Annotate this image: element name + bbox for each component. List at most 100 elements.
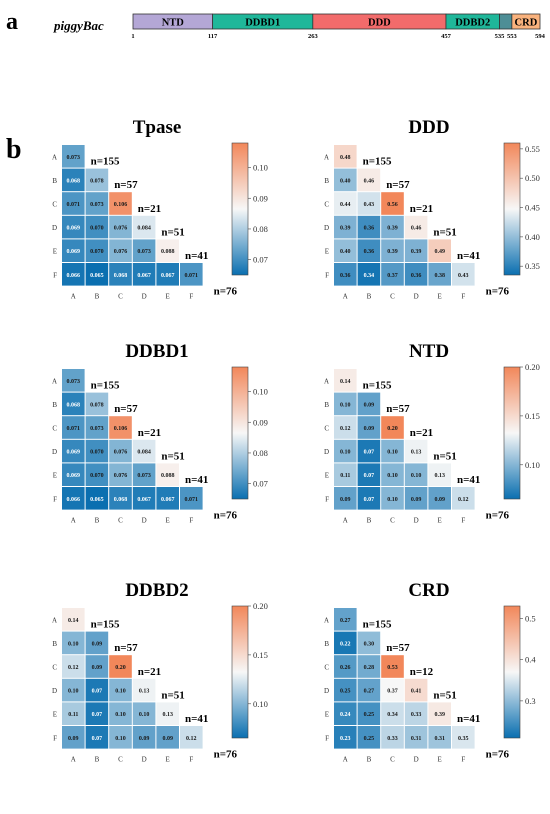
cell-value-label: 0.076 bbox=[114, 450, 128, 456]
heatmap-cell bbox=[381, 463, 404, 486]
cell-value-label: 0.14 bbox=[340, 379, 351, 385]
n-label: n=51 bbox=[161, 226, 184, 238]
row-label: C bbox=[52, 664, 57, 672]
heatmap-cell bbox=[404, 239, 428, 262]
heatmap-cell bbox=[132, 239, 156, 262]
cell-value-label: 0.070 bbox=[90, 249, 104, 255]
colorbar-tick-label: 0.07 bbox=[253, 479, 268, 489]
heatmap-cell bbox=[357, 631, 381, 655]
n-label: n=76 bbox=[486, 510, 510, 522]
panel-letter-b: b bbox=[6, 134, 22, 165]
heatmap-cell bbox=[62, 416, 85, 439]
heatmap-cell bbox=[334, 145, 357, 168]
column-label: A bbox=[71, 517, 76, 525]
row-label: A bbox=[324, 377, 329, 385]
heatmap-cell bbox=[132, 678, 156, 702]
row-label: A bbox=[324, 153, 329, 161]
colorbar-tick-label: 0.15 bbox=[253, 650, 268, 660]
column-label: A bbox=[343, 756, 348, 764]
colorbar-tick-label: 0.15 bbox=[525, 411, 540, 421]
n-label: n=21 bbox=[138, 427, 161, 439]
row-label: A bbox=[52, 153, 57, 161]
heatmap-ddd: DDD 0.48 0.40 0.46 0.44 0.43 0.56 0.39 0.36 0.39 0… bbox=[324, 117, 540, 301]
cell-value-label: 0.40 bbox=[340, 178, 351, 184]
cell-value-label: 0.070 bbox=[90, 473, 104, 479]
n-label: n=76 bbox=[214, 286, 238, 298]
cell-value-label: 0.27 bbox=[364, 689, 375, 695]
heatmap-cell bbox=[334, 608, 357, 631]
column-label: C bbox=[390, 293, 395, 301]
n-label: n=21 bbox=[410, 427, 433, 439]
heatmap-cell bbox=[62, 678, 85, 702]
n-label: n=41 bbox=[185, 713, 208, 725]
colorbar-tick-label: 0.5 bbox=[525, 613, 536, 623]
cell-value-label: 0.36 bbox=[411, 273, 422, 279]
cell-value-label: 0.10 bbox=[68, 641, 79, 647]
domain-label-ddd: DDD bbox=[368, 18, 391, 29]
cell-value-label: 0.39 bbox=[434, 712, 445, 718]
heatmap-cell bbox=[357, 463, 381, 486]
cell-value-label: 0.20 bbox=[387, 426, 398, 432]
cell-value-label: 0.065 bbox=[90, 497, 104, 503]
cell-value-label: 0.13 bbox=[139, 689, 150, 695]
cell-value-label: 0.31 bbox=[434, 736, 445, 742]
cell-value-label: 0.09 bbox=[364, 402, 375, 408]
column-label: E bbox=[438, 517, 442, 525]
cell-value-label: 0.11 bbox=[340, 473, 350, 479]
cell-value-label: 0.20 bbox=[115, 665, 126, 671]
cell-value-label: 0.28 bbox=[364, 665, 375, 671]
cell-value-label: 0.37 bbox=[387, 273, 398, 279]
cell-value-label: 0.071 bbox=[185, 497, 199, 503]
column-label: B bbox=[95, 293, 100, 301]
cell-value-label: 0.10 bbox=[139, 712, 150, 718]
colorbar-tick-label: 0.35 bbox=[525, 261, 540, 271]
cell-value-label: 0.37 bbox=[387, 689, 398, 695]
n-label: n=41 bbox=[457, 474, 480, 486]
row-label: D bbox=[324, 448, 329, 456]
cell-value-label: 0.25 bbox=[364, 712, 375, 718]
colorbar bbox=[503, 142, 521, 276]
row-label: C bbox=[324, 201, 329, 209]
heatmap-cell bbox=[85, 392, 109, 416]
heatmap-cell bbox=[381, 655, 404, 678]
column-label: A bbox=[343, 293, 348, 301]
cell-value-label: 0.068 bbox=[67, 178, 81, 184]
cell-value-label: 0.43 bbox=[458, 273, 469, 279]
heatmap-title: DDBD2 bbox=[125, 580, 188, 601]
heatmap-title: DDBD1 bbox=[125, 341, 188, 362]
heatmap-title: NTD bbox=[409, 341, 449, 362]
heatmap-cell bbox=[180, 726, 203, 749]
row-label: D bbox=[52, 687, 57, 695]
heatmap-cell bbox=[132, 487, 156, 510]
cell-value-label: 0.10 bbox=[387, 497, 398, 503]
n-label: n=76 bbox=[214, 749, 238, 761]
row-label: F bbox=[325, 495, 329, 503]
heatmap-cell bbox=[156, 263, 179, 286]
heatmap-cell bbox=[62, 463, 85, 486]
column-label: A bbox=[343, 517, 348, 525]
cell-value-label: 0.071 bbox=[67, 202, 81, 208]
cell-value-label: 0.39 bbox=[340, 226, 351, 232]
row-label: B bbox=[324, 177, 329, 185]
column-label: A bbox=[71, 756, 76, 764]
row-label: E bbox=[53, 472, 57, 480]
domain-label-ntd: NTD bbox=[162, 18, 185, 29]
heatmap-cell bbox=[132, 702, 156, 725]
heatmap-cell bbox=[404, 702, 428, 725]
cell-value-label: 0.13 bbox=[162, 712, 173, 718]
cell-value-label: 0.10 bbox=[340, 402, 351, 408]
row-label: F bbox=[325, 271, 329, 279]
cell-value-label: 0.073 bbox=[90, 202, 104, 208]
heatmap-cell bbox=[109, 439, 132, 463]
row-label: E bbox=[325, 248, 329, 256]
heatmap-cell bbox=[357, 487, 381, 510]
column-label: B bbox=[367, 517, 372, 525]
colorbar-tick-label: 0.55 bbox=[525, 144, 540, 154]
colorbar-tick-label: 0.50 bbox=[525, 173, 540, 183]
colorbar-tick-label: 0.45 bbox=[525, 203, 540, 213]
cell-value-label: 0.069 bbox=[67, 249, 81, 255]
heatmap-ntd: NTD 0.14 0.10 0.09 0.12 0.09 0.20 0.10 0.07 0.10 0… bbox=[324, 341, 540, 525]
heatmap-cell bbox=[62, 655, 85, 678]
heatmap-cell bbox=[334, 655, 357, 678]
